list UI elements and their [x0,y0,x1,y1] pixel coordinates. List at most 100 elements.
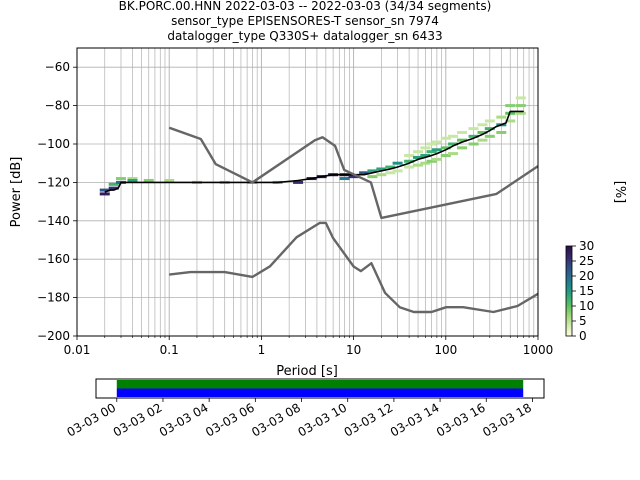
heatmap-cell [385,165,396,169]
heatmap-cell [404,154,415,158]
heatmap-cell [404,159,415,163]
y-axis-label: Power [dB] [9,157,24,228]
heatmap-cell [426,159,437,163]
heatmap-cell [448,134,459,138]
heatmap-cell [420,146,431,150]
heatmap-cell [431,140,442,144]
heatmap-cell [468,127,479,131]
heatmap-cell [505,104,516,108]
heatmap-cell [413,150,424,154]
y-tick-label: −80 [45,99,70,113]
heatmap-cell [457,138,468,142]
heatmap-cell [108,186,119,190]
timeline-tick-label: 03-03 02 [111,400,165,439]
heatmap-cell [164,178,175,182]
heatmap-cell [468,134,479,138]
timeline-tick-label: 03-03 08 [249,400,303,439]
x-axis-ticks: 0.01 0.1 1 10 100 1000 [64,336,554,357]
heatmap-cell [339,177,350,181]
timeline-tick-label: 03-03 16 [434,400,488,439]
heatmap-cell [440,154,451,158]
grid [77,48,538,336]
colorbar-tick-label: 20 [579,269,594,283]
heatmap-cell [448,152,459,156]
colorbar-tick-label: 25 [579,254,594,268]
heatmap-cell [127,178,138,182]
psd-plot: 0.01 0.1 1 10 100 1000 −200 −180 −160 −140 −120 −1… [9,47,554,379]
heatmap-cell [484,127,495,131]
heatmap-cell [496,115,507,119]
heatmap-cell [426,150,437,154]
plot-frame [76,47,539,337]
title-line-2: sensor_type EPISENSORES-T sensor_sn 7974 [171,14,439,28]
heatmap-cell [127,177,138,181]
y-tick-label: −100 [37,137,70,151]
y-axis-ticks: −200 −180 −160 −140 −120 −100 −80 −60 [37,60,77,343]
heatmap-cell [440,136,451,140]
timeline-tick-label: 03-03 00 [65,400,119,439]
x-tick-label: 0.1 [160,343,179,357]
timeline-tick-label: 03-03 10 [295,400,349,439]
x-axis-label: Period [s] [276,364,338,379]
title-line-3: datalogger_type Q330S+ datalogger_sn 643… [167,29,442,43]
heatmap-cell [426,142,437,146]
heatmap-cell [515,111,526,115]
y-tick-label: −60 [45,60,70,74]
heatmap-cell [115,177,126,181]
y-tick-label: −200 [37,329,70,343]
noise-model-line [168,126,539,220]
timeline-tick-label: 03-03 12 [342,400,396,439]
colorbar-label: [%] [612,181,627,204]
y-tick-label: −180 [37,291,70,305]
heatmap-cell [293,180,304,184]
timeline-frame [95,378,545,399]
heatmap-cell [348,175,359,179]
x-tick-label: 1 [258,343,266,357]
timeline-tick-label: 03-03 04 [157,400,211,439]
heatmap-cell [448,142,459,146]
plot-background [77,48,538,336]
mode-line [104,110,524,193]
colorbar-tick-label: 5 [579,314,587,328]
title-line-1: BK.PORC.00.HNN 2022-03-03 -- 2022-03-03 … [119,0,492,13]
heatmap-cell [468,142,479,146]
heatmap-cell [431,148,442,152]
colorbar-gradient [565,245,573,337]
heatmap-cell [99,192,110,196]
y-tick-label: −160 [37,252,70,266]
x-tick-label: 100 [434,343,457,357]
heatmap-cell [359,171,370,175]
heatmap-cell [515,96,526,100]
timeline-tick-label: 03-03 06 [203,400,257,439]
heatmap-cell [367,175,378,179]
heatmap-cell [505,119,516,123]
heatmap-cell [413,163,424,167]
colorbar-tick-label: 15 [579,284,594,298]
heatmap-cell [515,104,526,108]
x-tick-label: 10 [346,343,361,357]
heatmap-cell [457,130,468,134]
heatmap-cell [440,146,451,150]
heatmap-cell [431,157,442,161]
heatmap-cell [477,138,488,142]
colorbar-tick-label: 30 [579,239,594,253]
timeline-tick-label: 03-03 14 [388,400,442,439]
heatmap-cell [99,188,110,192]
heatmap-cell [392,169,403,173]
heatmap-cell [477,130,488,134]
colorbar-tick-label: 0 [579,329,587,343]
heatmap-cell [108,182,119,186]
y-tick-label: −120 [37,175,70,189]
y-tick-label: −140 [37,214,70,228]
heatmap-cell [484,134,495,138]
heatmap-cell [376,167,387,171]
x-tick-label: 1000 [523,343,554,357]
heatmap-cell [496,130,507,134]
heatmap-cell [457,146,468,150]
series-lines [104,110,539,314]
coverage-bar [116,388,524,397]
